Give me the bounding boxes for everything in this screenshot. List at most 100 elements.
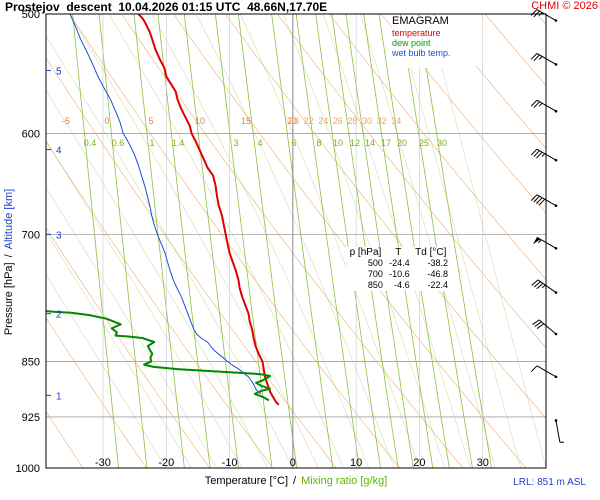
mixing-ratio-label: 1.4 xyxy=(172,138,185,148)
wind-barb-flag xyxy=(536,197,543,204)
wind-barb-flag xyxy=(533,101,540,108)
moist-adiabat-label: 30 xyxy=(362,116,372,126)
moist-adiabat-label: 20 xyxy=(289,116,299,126)
x-tick-label: 30 xyxy=(477,457,489,469)
altitude-tick-label: 2 xyxy=(56,310,62,321)
y-axis-title-altitude: Altitude [km] xyxy=(3,189,15,250)
mixing-ratio-label: 20 xyxy=(397,138,407,148)
wind-barb-pennant xyxy=(532,237,541,245)
mixing-ratio-label: 14 xyxy=(365,138,375,148)
wind-barb-station xyxy=(554,375,558,379)
mixing-ratio-line xyxy=(72,14,119,468)
wind-barb-half-flag xyxy=(538,102,543,107)
mixing-ratio-label: 17 xyxy=(381,138,391,148)
mixing-ratio-line xyxy=(295,14,360,468)
wind-barb-staff xyxy=(538,319,557,335)
grid-layer xyxy=(46,14,600,468)
mixing-ratio-label: 4 xyxy=(257,138,262,148)
mixing-ratio-line xyxy=(215,14,273,468)
x-tick-label: -20 xyxy=(158,457,174,469)
wind-barb xyxy=(532,236,558,250)
altitude-tick-label: 4 xyxy=(56,146,62,157)
wind-barb-staff xyxy=(536,52,557,65)
wind-barb-half-flag xyxy=(541,284,546,289)
wind-barb-station xyxy=(554,246,558,250)
wind-barb-flag xyxy=(534,321,542,328)
moist-adiabat-label: 24 xyxy=(318,116,328,126)
copyright-label: CHMI © 2026 xyxy=(531,0,598,12)
dry-adiabat xyxy=(589,14,600,468)
y-axis-title: Pressure [hPa] / Altitude [km] xyxy=(3,189,15,335)
table-cell: -24.4 xyxy=(389,258,410,268)
wind-barb-flag xyxy=(536,282,544,290)
mixing-ratio-line xyxy=(157,14,211,468)
wind-barb-flag xyxy=(533,10,540,18)
table-cell: -46.8 xyxy=(427,269,448,279)
dry-adiabat xyxy=(46,317,147,468)
moist-adiabat-label: 32 xyxy=(377,116,387,126)
wind-barb-station xyxy=(554,109,558,113)
dry-adiabat xyxy=(381,14,546,214)
pressure-tick-label: 600 xyxy=(22,128,40,140)
mixing-ratio-label: 0.6 xyxy=(112,138,125,148)
wind-barb-station xyxy=(554,291,558,294)
wind-barb-flag xyxy=(530,9,538,16)
mixing-ratio-label: 1 xyxy=(149,138,154,148)
dry-adiabat-label: 15 xyxy=(241,116,251,126)
wind-barb-flag xyxy=(538,198,546,206)
mixing-ratio-line xyxy=(98,14,148,468)
wind-barb-flag xyxy=(531,279,539,286)
x-tick-label: -10 xyxy=(222,457,238,469)
moist-adiabat xyxy=(427,14,546,468)
wind-barb xyxy=(531,279,558,294)
moist-adiabat xyxy=(108,14,344,468)
dry-adiabat-label: 5 xyxy=(148,116,153,126)
dry-adiabat-label: -5 xyxy=(62,116,70,126)
moist-adiabat xyxy=(151,14,370,468)
dry-adiabat xyxy=(69,14,400,468)
legend: EMAGRAM temperature dew point wet bulb t… xyxy=(392,16,476,68)
mixing-ratio-line xyxy=(237,14,298,468)
dry-adiabat-label: 10 xyxy=(195,116,205,126)
legend-entry-wet-bulb: wet bulb temp. xyxy=(392,48,451,58)
chart-title: Prostejov descent 10.04.2026 01:15 UTC 4… xyxy=(5,0,328,14)
wind-barb-station xyxy=(554,158,558,162)
x-axis-title-separator: / xyxy=(293,475,297,487)
dry-adiabat-label: 0 xyxy=(104,116,109,126)
plot-frame xyxy=(45,13,547,469)
wind-barb-flag xyxy=(533,281,541,288)
moist-adiabat-label: 22 xyxy=(304,116,314,126)
mixing-ratio-label: 6 xyxy=(291,138,296,148)
wind-barb-flag xyxy=(530,148,538,156)
pressure-tick-label: 925 xyxy=(22,412,40,424)
y-axis-title-separator: / xyxy=(3,253,15,257)
pressure-tick-label: 1000 xyxy=(16,463,40,475)
moist-adiabat xyxy=(395,14,521,468)
wind-barb-flag xyxy=(533,195,540,203)
wind-barb-flag xyxy=(536,323,545,329)
legend-entry-temperature: temperature xyxy=(392,28,441,38)
wind-barb xyxy=(554,419,564,443)
table-cell: 500 xyxy=(367,258,383,268)
moist-adiabat-label: 28 xyxy=(347,116,357,126)
mixing-ratio-label: 3 xyxy=(233,138,238,148)
wind-barb-half-flag xyxy=(538,239,542,244)
table-cell: -38.2 xyxy=(427,258,448,268)
wind-barb-flag xyxy=(536,151,543,159)
wind-barb-staff xyxy=(555,420,561,443)
mixing-ratio-line xyxy=(183,14,239,468)
mixing-ratio-label: 12 xyxy=(350,138,360,148)
table-header: p [hPa] T Td [°C] xyxy=(346,247,450,258)
wind-barb-flag xyxy=(530,365,538,373)
mixing-ratio-label: 25 xyxy=(419,138,429,148)
dry-adiabat xyxy=(121,14,464,468)
wind-barb-flag xyxy=(532,319,540,326)
table-cell: -22.4 xyxy=(427,280,448,290)
pressure-tick-label: 700 xyxy=(22,229,40,241)
x-axis-title: Temperature [°C] / Mixing ratio [g/kg] xyxy=(205,475,388,487)
dry-adiabat xyxy=(432,14,546,149)
dry-adiabat xyxy=(46,140,274,468)
wind-barb xyxy=(530,365,558,379)
altitude-tick-label: 3 xyxy=(56,230,62,241)
x-tick-label: 20 xyxy=(413,457,425,469)
